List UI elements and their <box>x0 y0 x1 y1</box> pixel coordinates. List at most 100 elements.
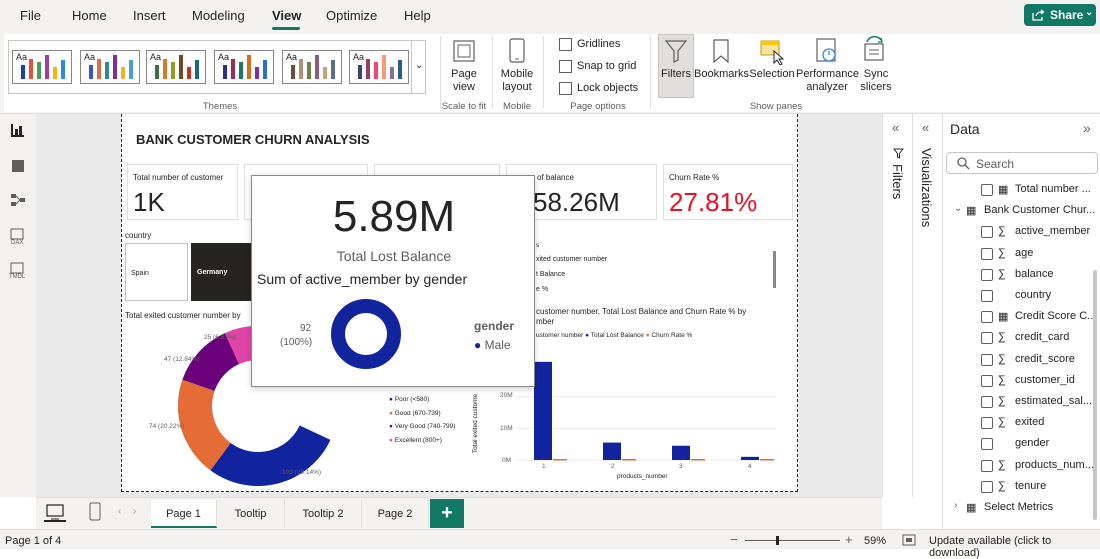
tab-page-2[interactable]: Page 2 <box>362 500 429 528</box>
theme-color-swatch <box>61 60 65 79</box>
tab-scroll-right-icon[interactable]: › <box>133 506 137 517</box>
menu-help[interactable]: Help <box>404 8 431 23</box>
field-checkbox[interactable] <box>981 353 993 366</box>
combo-chart[interactable] <box>486 340 786 485</box>
slicer-item-germany[interactable]: Germany <box>191 243 253 301</box>
share-icon <box>1032 9 1045 21</box>
bar[interactable] <box>672 445 690 460</box>
search-input[interactable]: Search <box>946 152 1098 174</box>
donut-slice[interactable] <box>224 326 258 365</box>
filters-pane-collapsed[interactable]: « Filters <box>882 114 912 497</box>
filters-pane-button[interactable] <box>658 34 694 98</box>
bookmarks-button[interactable]: Bookmarks <box>694 68 750 80</box>
field-checkbox[interactable] <box>981 184 993 196</box>
menu-view[interactable]: View <box>272 8 302 23</box>
bar[interactable] <box>603 442 621 460</box>
kpi-card-total-customers[interactable]: Total number of customer 1K <box>127 164 238 220</box>
mobile-layout-button[interactable]: Mobile layout <box>500 68 534 93</box>
collapse-pane-icon[interactable]: » <box>1083 120 1091 136</box>
donut-slice[interactable] <box>178 379 231 471</box>
theme-thumbnail[interactable]: Aa <box>12 50 72 84</box>
table-view-icon[interactable] <box>10 158 26 174</box>
x-tick-label: 1 <box>542 463 546 470</box>
tab-page-1[interactable]: Page 1 <box>151 500 217 528</box>
field-checkbox[interactable] <box>981 332 993 345</box>
theme-color-swatch <box>366 59 370 79</box>
churn-rate-mark[interactable] <box>622 459 636 461</box>
menu-insert[interactable]: Insert <box>133 8 166 23</box>
field-label: tenure <box>1015 479 1047 492</box>
menu-optimize[interactable]: Optimize <box>326 8 378 23</box>
theme-thumbnail[interactable]: Aa <box>349 50 409 84</box>
tmdl-view-icon[interactable]: TMDL <box>7 262 29 280</box>
credit-legend: ● Poor (<580) ● Good (670-739) ● Very Go… <box>389 393 455 447</box>
tab-tooltip[interactable]: Tooltip <box>217 500 285 528</box>
checkbox-box[interactable] <box>559 60 572 73</box>
zoom-slider-thumb[interactable] <box>776 536 779 545</box>
model-view-icon[interactable] <box>10 192 26 208</box>
bar[interactable] <box>741 456 759 460</box>
field-checkbox[interactable] <box>981 268 993 281</box>
tab-scroll-left-icon[interactable]: ‹ <box>118 506 122 517</box>
theme-thumbnail[interactable]: Aa <box>146 50 206 84</box>
sync-slicers-button[interactable]: Sync slicers <box>860 68 892 93</box>
menu-file[interactable]: File <box>20 8 41 23</box>
fit-to-page-icon[interactable] <box>902 534 916 546</box>
churn-rate-mark[interactable] <box>760 459 774 461</box>
field-checkbox[interactable] <box>981 396 993 408</box>
checkbox-box[interactable] <box>559 82 572 95</box>
visualizations-pane-collapsed[interactable]: « Visualizations <box>912 114 942 497</box>
scrollbar-thumb[interactable] <box>773 251 776 288</box>
share-button[interactable]: Share ⌄ <box>1024 4 1096 26</box>
churn-rate-mark[interactable] <box>553 459 567 461</box>
field-checkbox[interactable] <box>981 438 993 451</box>
theme-thumbnail[interactable]: Aa <box>80 50 140 84</box>
kpi-card-churn-rate[interactable]: Churn Rate % 27.81% <box>663 164 793 220</box>
churn-rate-mark[interactable] <box>691 459 705 461</box>
field-checkbox[interactable] <box>981 311 993 324</box>
combo-legend: ustomer number ● Total Lost Balance ● Ch… <box>536 332 693 339</box>
zoom-slider[interactable] <box>745 540 840 541</box>
field-checkbox[interactable] <box>981 459 993 472</box>
zoom-in-button[interactable]: + <box>845 532 853 547</box>
field-label: credit_score <box>1015 352 1075 365</box>
combo-bars <box>516 361 776 461</box>
add-page-button[interactable]: + <box>430 499 464 528</box>
field-label: credit_card <box>1015 331 1070 344</box>
search-placeholder: Search <box>976 157 1015 171</box>
theme-thumbnail[interactable]: Aa <box>214 50 274 84</box>
field-checkbox[interactable] <box>981 480 993 493</box>
tab-tooltip-2[interactable]: Tooltip 2 <box>285 500 362 528</box>
desktop-layout-icon[interactable] <box>45 503 65 521</box>
field-checkbox[interactable] <box>981 290 993 302</box>
expand-icon[interactable]: « <box>922 120 930 135</box>
theme-thumbnail[interactable]: Aa <box>282 50 342 84</box>
donut-slice[interactable] <box>210 425 331 486</box>
themes-expand-button[interactable]: ⌄ <box>411 40 426 94</box>
checkbox-box[interactable] <box>559 38 572 51</box>
report-view-icon[interactable] <box>10 122 26 138</box>
filter-icon <box>893 148 904 159</box>
field-checkbox[interactable] <box>981 226 993 239</box>
field-checkbox[interactable] <box>981 417 993 430</box>
performance-analyzer-button[interactable]: Performance analyzer <box>796 68 859 93</box>
chevron-right-icon[interactable]: › <box>954 500 958 511</box>
field-checkbox[interactable] <box>981 374 993 387</box>
update-notice[interactable]: Update available (click to download) <box>929 535 1052 559</box>
page-view-button[interactable]: Page view <box>451 68 477 93</box>
menu-modeling[interactable]: Modeling <box>192 8 245 23</box>
donut-chart[interactable] <box>120 320 380 490</box>
menu-home[interactable]: Home <box>72 8 107 23</box>
scrollbar-thumb[interactable] <box>1093 270 1097 520</box>
donut-slice[interactable] <box>331 299 401 369</box>
slicer-item-spain[interactable]: Spain <box>125 243 188 301</box>
selection-button[interactable]: Selection <box>749 68 795 80</box>
field-checkbox[interactable] <box>981 247 993 260</box>
zoom-out-button[interactable]: − <box>730 532 738 547</box>
donut-slice[interactable] <box>182 333 239 391</box>
chevron-down-icon[interactable]: ⌄ <box>954 203 963 215</box>
dax-query-view-icon[interactable]: DAX <box>8 228 28 246</box>
bar[interactable] <box>534 361 552 460</box>
expand-icon[interactable]: « <box>892 120 900 135</box>
mobile-layout-icon[interactable] <box>88 502 102 522</box>
